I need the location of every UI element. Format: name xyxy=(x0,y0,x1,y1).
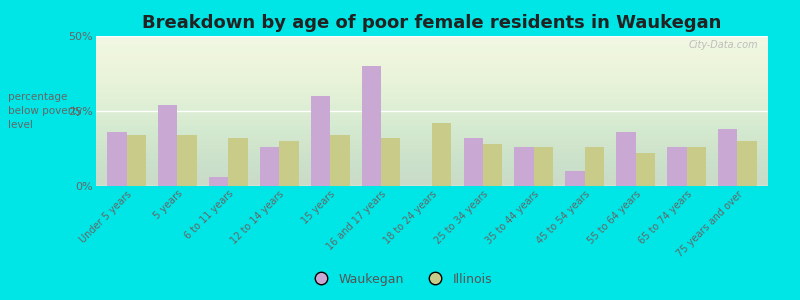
Bar xyxy=(228,138,248,186)
Bar xyxy=(158,105,178,186)
Bar xyxy=(381,138,401,186)
Bar xyxy=(585,147,604,186)
Bar xyxy=(311,96,330,186)
Title: Breakdown by age of poor female residents in Waukegan: Breakdown by age of poor female resident… xyxy=(142,14,722,32)
Bar xyxy=(534,147,553,186)
Bar xyxy=(279,141,298,186)
Bar xyxy=(463,138,483,186)
Bar xyxy=(330,135,350,186)
Bar xyxy=(209,177,228,186)
Bar xyxy=(738,141,757,186)
Bar xyxy=(667,147,686,186)
Bar xyxy=(566,171,585,186)
Text: City-Data.com: City-Data.com xyxy=(688,40,758,50)
Bar xyxy=(432,123,451,186)
Bar xyxy=(178,135,197,186)
Bar xyxy=(107,132,126,186)
Text: percentage
below poverty
level: percentage below poverty level xyxy=(8,92,82,130)
Bar xyxy=(636,153,655,186)
Bar xyxy=(260,147,279,186)
Bar xyxy=(126,135,146,186)
Bar xyxy=(362,66,381,186)
Bar xyxy=(686,147,706,186)
Bar xyxy=(718,129,738,186)
Bar xyxy=(616,132,636,186)
Bar xyxy=(483,144,502,186)
Legend: Waukegan, Illinois: Waukegan, Illinois xyxy=(303,268,497,291)
Bar xyxy=(514,147,534,186)
